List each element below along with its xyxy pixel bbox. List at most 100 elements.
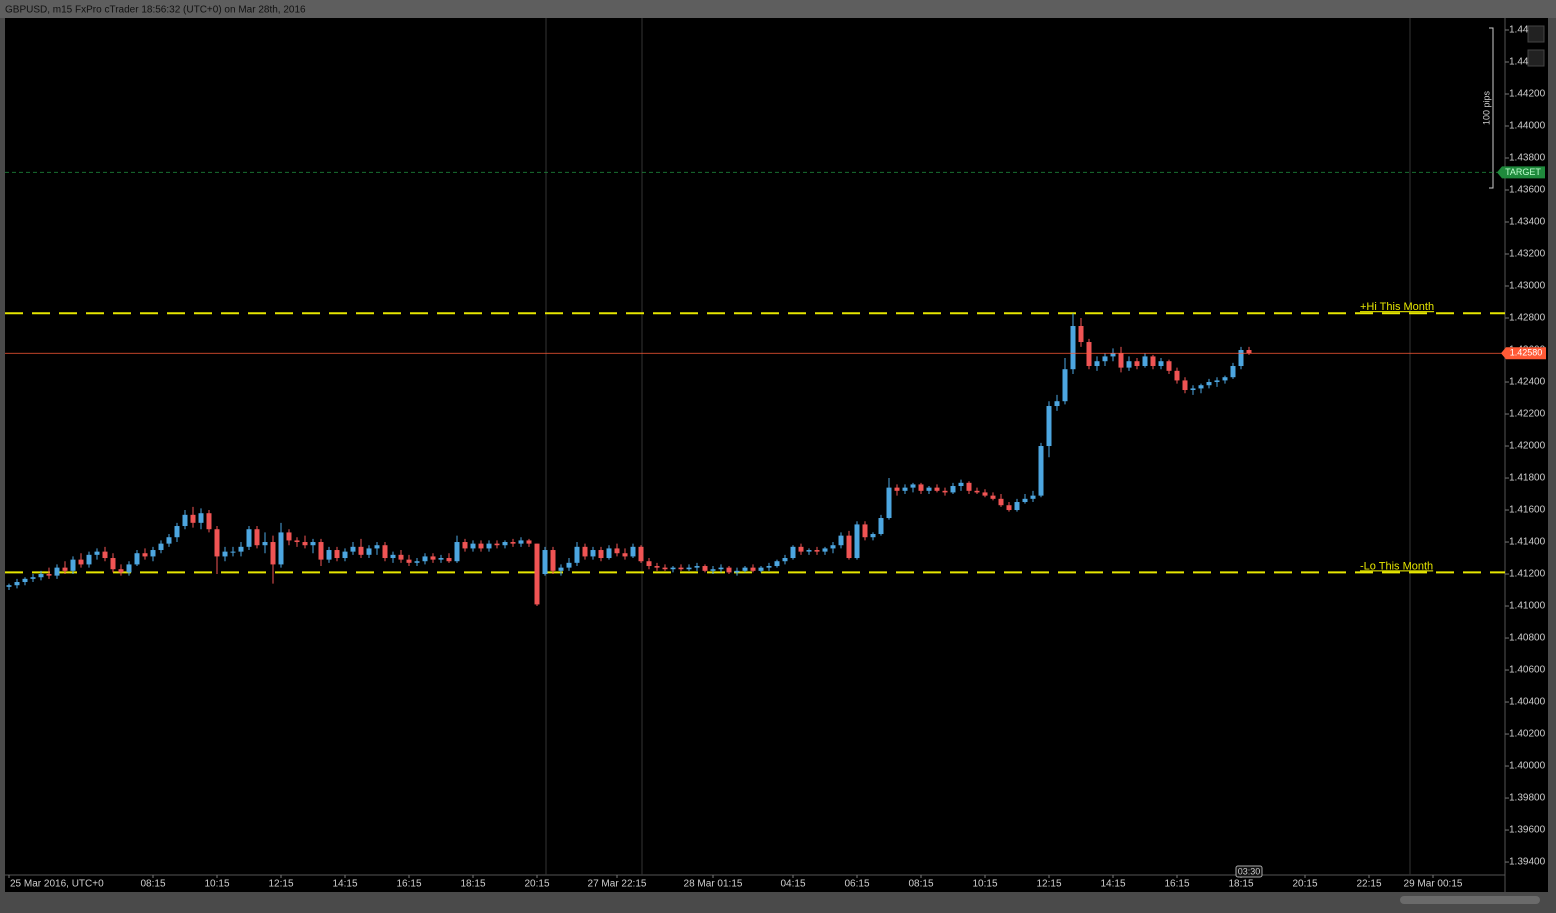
- candle-body: [606, 548, 612, 559]
- candle-body: [46, 574, 52, 576]
- candle-body: [1222, 377, 1228, 381]
- candle-body: [54, 567, 60, 576]
- candle-body: [126, 564, 132, 573]
- candle-body: [1014, 502, 1020, 511]
- candle-body: [62, 567, 68, 571]
- y-tick-label: 1.42800: [1509, 313, 1546, 324]
- candle-body: [710, 569, 716, 571]
- candle-body: [446, 558, 452, 562]
- y-tick-label: 1.40200: [1509, 729, 1546, 740]
- x-tick-label: 10:15: [972, 879, 997, 890]
- candle-body: [582, 546, 588, 557]
- candle-body: [358, 546, 364, 555]
- candle-body: [206, 513, 212, 530]
- candle-body: [566, 562, 572, 568]
- candle-body: [542, 550, 548, 575]
- x-tick-label: 12:15: [268, 879, 293, 890]
- candle-body: [486, 543, 492, 549]
- candle-body: [1118, 353, 1124, 368]
- candle-body: [614, 548, 620, 554]
- candle-body: [662, 567, 668, 570]
- x-tick-label: 22:15: [1356, 879, 1381, 890]
- candle-body: [598, 550, 604, 559]
- candle-body: [622, 553, 628, 557]
- candle-body: [686, 567, 692, 570]
- candle-body: [414, 561, 420, 563]
- candle-body: [1166, 361, 1172, 371]
- candle-body: [774, 561, 780, 567]
- candle-body: [1022, 498, 1028, 503]
- candle-body: [438, 558, 444, 560]
- y-tick-label: 1.43800: [1509, 153, 1546, 164]
- candle-body: [1174, 370, 1180, 381]
- scrollbar-track[interactable]: [0, 893, 1556, 908]
- candle-body: [190, 514, 196, 523]
- candle-body: [966, 482, 972, 491]
- candle-body: [286, 532, 292, 541]
- candle-body: [646, 561, 652, 567]
- x-tick-label: 27 Mar 22:15: [588, 879, 647, 890]
- x-tick-label: 20:15: [524, 879, 549, 890]
- y-tick-label: 1.41600: [1509, 505, 1546, 516]
- candle-body: [878, 518, 884, 535]
- candle-body: [1206, 382, 1212, 386]
- candle-body: [270, 542, 276, 565]
- chart-title: GBPUSD, m15 FxPro cTrader 18:56:32 (UTC+…: [5, 5, 306, 16]
- candle-body: [1102, 356, 1108, 362]
- scrollbar-thumb[interactable]: [1400, 896, 1540, 904]
- candle-body: [6, 585, 12, 587]
- candle-body: [950, 486, 956, 493]
- candle-body: [982, 492, 988, 496]
- ruler-label: 100 pips: [1481, 90, 1491, 125]
- candle-body: [254, 529, 260, 546]
- candle-body: [1246, 350, 1252, 354]
- candle-body: [142, 553, 148, 557]
- target-tag: [1497, 166, 1545, 179]
- candle-body: [494, 543, 500, 546]
- candle-body: [198, 513, 204, 523]
- candle-body: [918, 484, 924, 491]
- candle-body: [502, 542, 508, 546]
- candle-body: [430, 556, 436, 560]
- y-tick-label: 1.43400: [1509, 217, 1546, 228]
- candle-body: [158, 543, 164, 551]
- x-tick-label: 18:15: [1228, 879, 1253, 890]
- popout-button[interactable]: [1527, 25, 1545, 43]
- candle-body: [958, 482, 964, 487]
- candle-body: [1046, 406, 1052, 447]
- candle-body: [1038, 446, 1044, 496]
- candle-body: [806, 550, 812, 552]
- y-tick-label: 1.42400: [1509, 377, 1546, 388]
- x-tick-label: 08:15: [140, 879, 165, 890]
- x-tick-label: 18:15: [460, 879, 485, 890]
- candle-body: [534, 543, 540, 605]
- y-tick-label: 1.39600: [1509, 825, 1546, 836]
- candle-body: [182, 514, 188, 527]
- candle-body: [406, 559, 412, 563]
- candle-body: [846, 535, 852, 559]
- y-tick-label: 1.40600: [1509, 665, 1546, 676]
- y-tick-label: 1.41200: [1509, 569, 1546, 580]
- candle-body: [998, 498, 1004, 506]
- candle-body: [702, 566, 708, 571]
- marks: 1.39400 1.39600 1.39800 1.40000 1.40200 1.404…: [5, 25, 1546, 890]
- candle-body: [422, 556, 428, 562]
- candle-body: [118, 569, 124, 573]
- y-tick-label: 1.44: [1509, 57, 1529, 68]
- x-tick-label: 04:15: [780, 879, 805, 890]
- candle-body: [222, 551, 228, 557]
- candle-body: [1078, 326, 1084, 343]
- candle-body: [990, 495, 996, 499]
- candle-body: [558, 567, 564, 571]
- title-bar: [0, 0, 1556, 18]
- candle-body: [726, 567, 732, 573]
- candle-body: [910, 484, 916, 488]
- candle-body: [294, 540, 300, 543]
- y-tick-label: 1.44: [1509, 25, 1529, 36]
- candle-body: [70, 559, 76, 571]
- screenshot-button[interactable]: [1527, 49, 1545, 67]
- candle-body: [894, 487, 900, 491]
- candle-body: [654, 566, 660, 568]
